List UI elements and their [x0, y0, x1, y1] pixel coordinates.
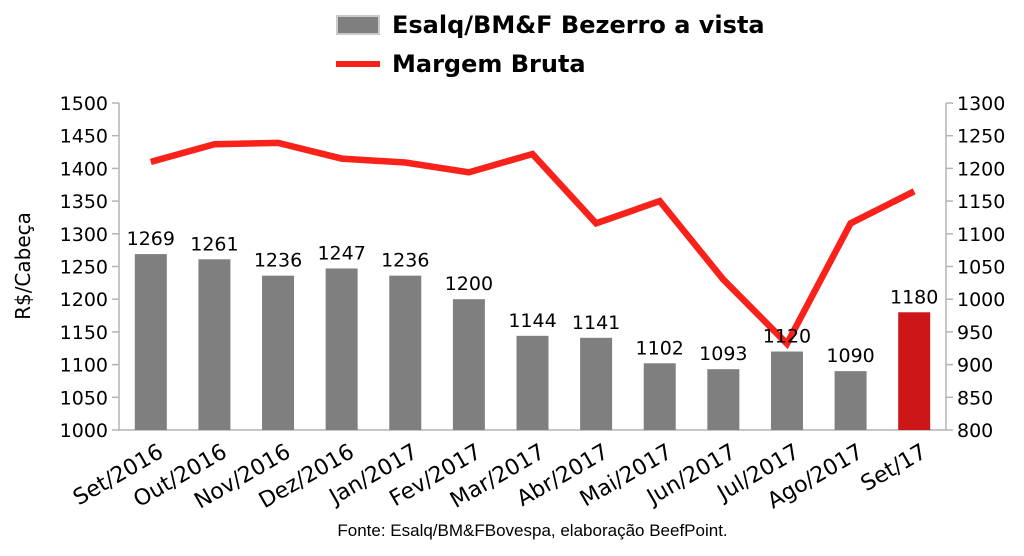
- bar-highlighted: [898, 312, 931, 430]
- right-axis-tick-label: 800: [957, 420, 993, 442]
- bar: [580, 337, 613, 430]
- left-axis-tick-label: 1350: [60, 191, 108, 213]
- chart-legend: Esalq/BM&F Bezerro a vista Margem Bruta: [336, 10, 765, 88]
- right-axis-tick-label: 850: [957, 387, 993, 409]
- line-swatch-icon: [336, 61, 380, 67]
- bar: [643, 363, 676, 430]
- bar-value-label: 1269: [127, 228, 175, 250]
- right-axis-tick-label: 950: [957, 322, 993, 344]
- legend-label-bezerro: Esalq/BM&F Bezerro a vista: [392, 11, 765, 39]
- bar: [325, 268, 358, 430]
- left-axis-title: R$/Cabeça: [11, 212, 35, 320]
- bar-value-label: 1200: [445, 273, 493, 295]
- bar: [262, 275, 295, 430]
- bar-value-label: 1261: [190, 233, 238, 255]
- right-axis-tick-label: 1150: [957, 191, 1005, 213]
- margem-bruta-line: [149, 139, 916, 350]
- left-axis-tick-label: 1500: [60, 93, 108, 115]
- bar-value-label: 1090: [826, 345, 874, 367]
- legend-item-bezerro: Esalq/BM&F Bezerro a vista: [336, 10, 765, 40]
- bar-swatch-icon: [336, 15, 380, 35]
- left-axis-tick-label: 1000: [60, 420, 108, 442]
- left-axis-tick-label: 1150: [60, 322, 108, 344]
- right-axis-tick-label: 900: [957, 355, 993, 377]
- bar: [770, 351, 803, 430]
- left-axis-tick-label: 1200: [60, 289, 108, 311]
- bar-value-label: 1102: [636, 337, 684, 359]
- bar: [834, 371, 867, 430]
- right-axis-tick-label: 1300: [957, 93, 1005, 115]
- bar: [707, 369, 740, 430]
- left-axis-tick-label: 1300: [60, 224, 108, 246]
- left-axis-tick-label: 1250: [60, 257, 108, 279]
- bar-value-label: 1236: [381, 250, 429, 272]
- source-note: Fonte: Esalq/BM&FBovespa, elaboração Bee…: [337, 521, 728, 540]
- right-axis-tick-label: 1200: [957, 158, 1005, 180]
- right-axis-tick-label: 1000: [957, 289, 1005, 311]
- left-axis-tick-label: 1450: [60, 126, 108, 148]
- bar-value-label: 1180: [890, 286, 938, 308]
- left-axis-tick-label: 1400: [60, 158, 108, 180]
- bar-value-label: 1093: [699, 343, 747, 365]
- bar: [389, 275, 422, 430]
- legend-label-margem: Margem Bruta: [392, 50, 586, 78]
- bar: [134, 254, 167, 430]
- right-axis-tick-label: 1250: [957, 126, 1005, 148]
- left-axis-tick-label: 1050: [60, 387, 108, 409]
- bar: [516, 335, 549, 430]
- bar: [452, 299, 485, 430]
- x-axis-label: Set/17: [857, 440, 931, 497]
- right-axis-tick-label: 1050: [957, 257, 1005, 279]
- bar-value-label: 1247: [317, 242, 365, 264]
- right-axis-tick-label: 1100: [957, 224, 1005, 246]
- bar-value-label: 1236: [254, 250, 302, 272]
- bar-value-label: 1141: [572, 312, 620, 334]
- left-axis-tick-label: 1100: [60, 355, 108, 377]
- legend-item-margem: Margem Bruta: [336, 49, 765, 79]
- bar-value-label: 1144: [508, 310, 556, 332]
- bar: [198, 259, 231, 430]
- bar-value-label: 1120: [763, 326, 811, 348]
